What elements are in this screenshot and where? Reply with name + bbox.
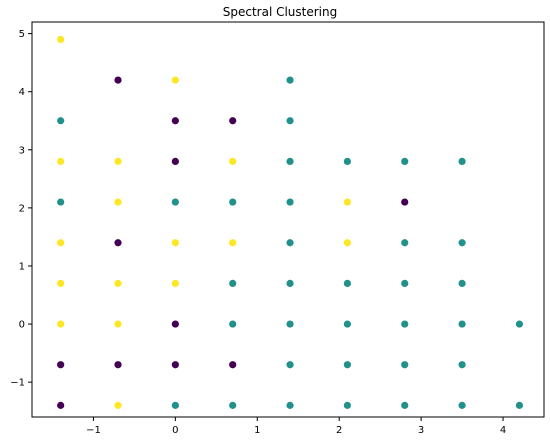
data-point [286,239,294,247]
data-point [286,320,294,328]
data-point [515,401,524,409]
y-tick-label: −1 [10,378,25,389]
data-point [114,401,122,409]
data-point [57,320,65,328]
data-point [401,361,409,369]
data-point [401,401,409,409]
x-tick-label: 0 [172,425,178,436]
data-point [286,76,294,84]
y-tick-label: 2 [19,203,25,214]
data-point [286,157,294,166]
data-point [343,198,351,206]
data-point [343,361,351,369]
data-point [229,279,237,287]
data-point [229,239,237,247]
data-point [401,239,409,247]
x-tick-label: 4 [500,425,506,436]
data-point [229,320,237,328]
data-point [343,279,351,287]
y-tick-label: 0 [19,320,25,331]
data-point [343,401,351,409]
y-tick-label: 5 [19,29,25,40]
data-point [57,35,65,44]
data-point [401,279,409,287]
x-tick-label: 2 [336,425,342,436]
data-point [57,401,65,409]
y-tick-label: 1 [19,261,25,272]
data-point [114,157,122,166]
x-tick-label: −1 [86,425,101,436]
plot-frame [31,21,545,418]
data-point [114,76,122,84]
data-point [343,239,351,247]
data-point [286,361,294,369]
data-point [229,361,237,369]
data-point [171,279,179,287]
data-point [114,361,122,369]
data-point [114,198,122,206]
data-point [171,361,179,369]
data-point [458,320,466,328]
data-point [229,157,237,166]
data-point [229,117,237,125]
data-point [401,198,409,206]
data-point [229,401,237,409]
data-point [171,401,179,409]
y-tick-label: 3 [19,145,25,156]
data-point [286,401,294,409]
data-point [458,157,466,166]
data-points [57,35,524,409]
data-point [458,361,466,369]
y-tick-label: 4 [19,87,25,98]
data-point [343,320,351,328]
data-point [114,279,122,287]
data-point [57,117,65,125]
data-point [171,320,179,328]
data-point [171,76,179,84]
data-point [57,361,65,369]
data-point [114,320,122,328]
data-point [343,157,351,166]
data-point [515,320,524,328]
data-point [57,157,65,166]
data-point [57,279,65,287]
data-point [286,279,294,287]
data-point [401,320,409,328]
data-point [458,239,466,247]
chart-title: Spectral Clustering [223,5,338,19]
data-point [458,279,466,287]
data-point [401,157,409,166]
data-point [57,239,65,247]
data-point [171,198,179,206]
data-point [286,117,294,125]
data-point [229,198,237,206]
data-point [114,239,122,247]
data-point [458,401,466,409]
data-point [57,198,65,206]
data-point [286,198,294,206]
data-point [171,239,179,247]
x-tick-label: 3 [418,425,424,436]
data-point [171,157,179,166]
data-point [171,117,179,125]
x-tick-label: 1 [254,425,260,436]
axis-ticks: −1 0 1 2 3 4 −1 0 1 2 3 4 5 [10,29,506,436]
